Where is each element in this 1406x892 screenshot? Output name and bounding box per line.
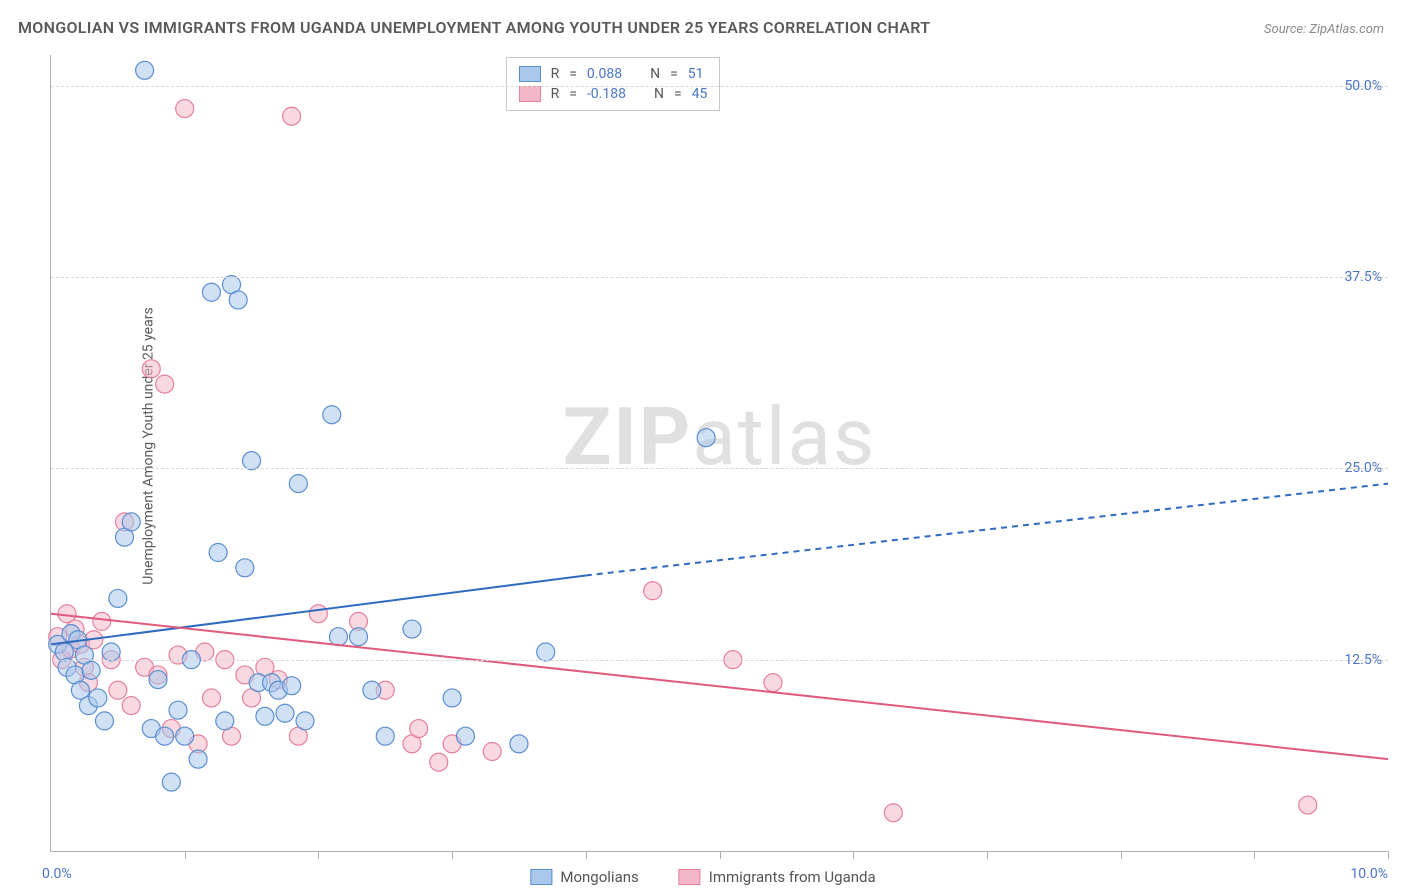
x-tick-mark	[1254, 851, 1255, 859]
x-tick-mark	[987, 851, 988, 859]
plot-area: ZIPatlas R = 0.088 N = 51 R = -0.188 N =…	[50, 55, 1388, 852]
x-tick-mark	[318, 851, 319, 859]
scatter-point	[283, 677, 301, 695]
scatter-point	[209, 544, 227, 562]
scatter-point	[510, 735, 528, 753]
series1-n-value: 51	[688, 66, 704, 82]
series2-label: Immigrants from Uganda	[709, 868, 876, 886]
scatter-point	[403, 620, 421, 638]
scatter-point	[122, 697, 140, 715]
source-attribution: Source: ZipAtlas.com	[1264, 22, 1384, 37]
series2-r-value: -0.188	[587, 86, 626, 102]
scatter-point	[309, 605, 327, 623]
scatter-point	[289, 475, 307, 493]
scatter-point	[350, 628, 368, 646]
scatter-point	[202, 689, 220, 707]
swatch-series1	[530, 869, 552, 885]
x-axis-max-label: 10.0%	[1350, 866, 1388, 882]
scatter-point	[176, 727, 194, 745]
scatter-point	[483, 743, 501, 761]
scatter-point	[697, 429, 715, 447]
scatter-point	[95, 712, 113, 730]
gridline	[51, 468, 1388, 469]
scatter-point	[283, 107, 301, 125]
scatter-point	[1299, 796, 1317, 814]
stats-legend-row-2: R = -0.188 N = 45	[519, 84, 708, 104]
scatter-point	[102, 643, 120, 661]
scatter-point	[142, 360, 160, 378]
scatter-point	[884, 804, 902, 822]
x-axis-min-label: 0.0%	[42, 866, 72, 882]
scatter-point	[410, 720, 428, 738]
scatter-point	[156, 727, 174, 745]
trend-line	[51, 575, 586, 644]
x-tick-mark	[720, 851, 721, 859]
scatter-point	[149, 671, 167, 689]
series1-label: Mongolians	[560, 868, 638, 886]
y-tick-label: 50.0%	[1344, 78, 1382, 94]
scatter-point	[236, 559, 254, 577]
x-tick-mark	[1388, 851, 1389, 859]
x-tick-mark	[1121, 851, 1122, 859]
legend-item-series1: Mongolians	[530, 868, 638, 886]
scatter-point	[229, 291, 247, 309]
scatter-point	[122, 513, 140, 531]
scatter-point	[136, 61, 154, 79]
scatter-point	[296, 712, 314, 730]
swatch-series1	[519, 66, 541, 82]
y-tick-label: 12.5%	[1344, 652, 1382, 668]
swatch-series2	[679, 869, 701, 885]
chart-title: MONGOLIAN VS IMMIGRANTS FROM UGANDA UNEM…	[18, 18, 930, 37]
series2-n-value: 45	[692, 86, 708, 102]
scatter-point	[109, 589, 127, 607]
gridline	[51, 660, 1388, 661]
y-tick-label: 37.5%	[1344, 269, 1382, 285]
scatter-point	[764, 674, 782, 692]
scatter-point	[276, 704, 294, 722]
swatch-series2	[519, 86, 541, 102]
scatter-point	[243, 452, 261, 470]
series-legend: Mongolians Immigrants from Uganda	[530, 868, 875, 886]
scatter-plot-svg	[51, 55, 1388, 851]
stats-legend-row-1: R = 0.088 N = 51	[519, 64, 708, 84]
y-tick-label: 25.0%	[1344, 460, 1382, 476]
scatter-point	[376, 727, 394, 745]
stats-legend-box: R = 0.088 N = 51 R = -0.188 N = 45	[506, 57, 721, 111]
scatter-point	[82, 661, 100, 679]
trend-line	[586, 484, 1388, 576]
scatter-point	[363, 681, 381, 699]
x-tick-mark	[586, 851, 587, 859]
legend-item-series2: Immigrants from Uganda	[679, 868, 876, 886]
scatter-point	[443, 689, 461, 707]
scatter-point	[216, 712, 234, 730]
gridline	[51, 86, 1388, 87]
scatter-point	[89, 689, 107, 707]
scatter-point	[644, 582, 662, 600]
scatter-point	[323, 406, 341, 424]
gridline	[51, 277, 1388, 278]
scatter-point	[256, 707, 274, 725]
x-tick-mark	[185, 851, 186, 859]
scatter-point	[109, 681, 127, 699]
scatter-point	[456, 727, 474, 745]
scatter-point	[329, 628, 347, 646]
scatter-point	[430, 753, 448, 771]
scatter-point	[93, 612, 111, 630]
scatter-point	[169, 701, 187, 719]
scatter-point	[202, 283, 220, 301]
x-tick-mark	[853, 851, 854, 859]
scatter-point	[156, 375, 174, 393]
scatter-point	[162, 773, 180, 791]
x-tick-mark	[452, 851, 453, 859]
scatter-point	[189, 750, 207, 768]
series1-r-value: 0.088	[587, 66, 622, 82]
scatter-point	[537, 643, 555, 661]
scatter-point	[176, 100, 194, 118]
